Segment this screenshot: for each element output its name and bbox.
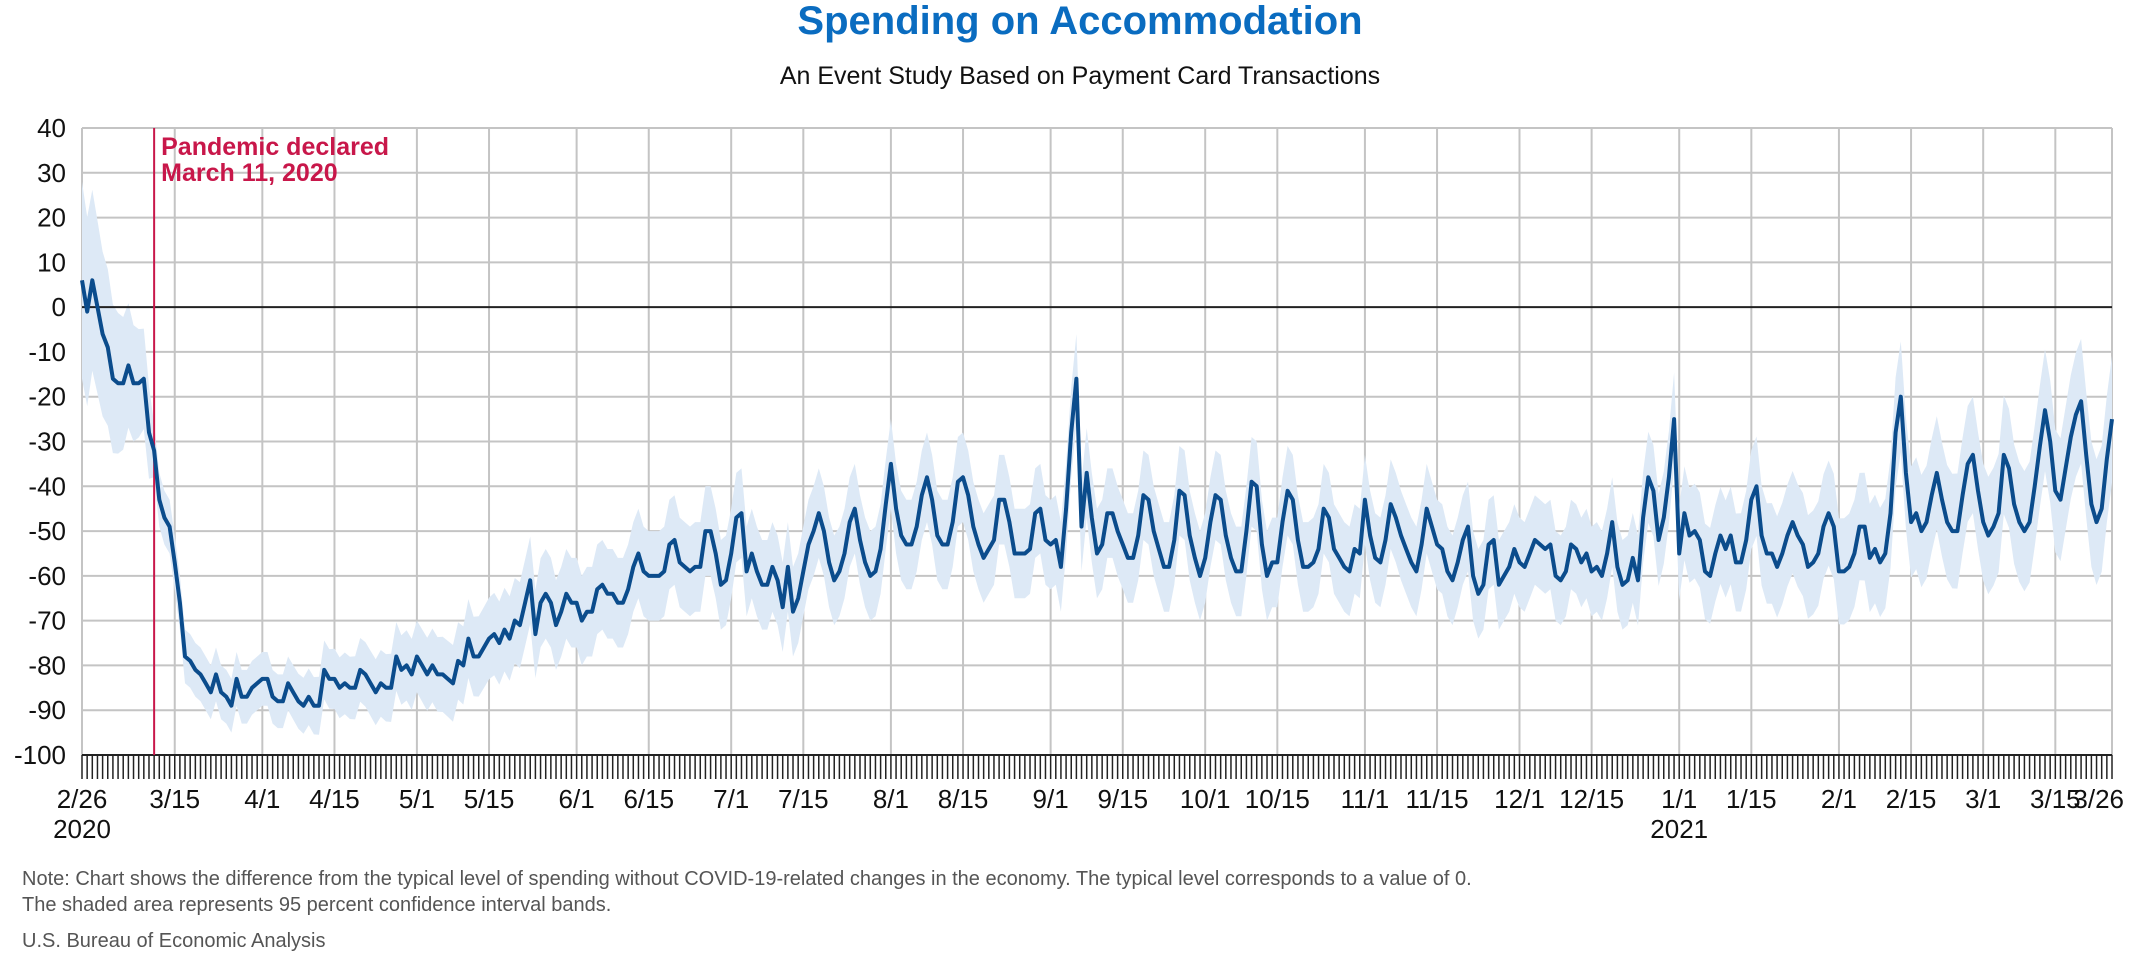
y-tick-label: -100 xyxy=(14,740,66,770)
y-tick-label: -70 xyxy=(28,606,66,636)
annotation-line-2: March 11, 2020 xyxy=(161,159,338,187)
x-tick-label: 3/15 xyxy=(149,784,200,814)
x-tick-label: 4/15 xyxy=(309,784,360,814)
y-tick-label: -60 xyxy=(28,561,66,591)
y-tick-label: 30 xyxy=(37,158,66,188)
x-tick-label: 12/1 xyxy=(1494,784,1545,814)
pandemic-annotation: Pandemic declared March 11, 2020 xyxy=(153,128,389,755)
x-tick-label: 2/15 xyxy=(1886,784,1937,814)
x-tick-label: 5/1 xyxy=(399,784,435,814)
x-tick-label: 10/1 xyxy=(1180,784,1231,814)
annotation-line-1: Pandemic declared xyxy=(161,133,389,161)
x-tick-label: 5/15 xyxy=(464,784,515,814)
y-tick-label: -50 xyxy=(28,516,66,546)
x-tick-label: 4/1 xyxy=(244,784,280,814)
x-tick-label: 9/1 xyxy=(1033,784,1069,814)
confidence-band xyxy=(82,181,2112,735)
axes xyxy=(81,306,2113,779)
x-tick-label: 2/26 xyxy=(57,784,108,814)
spending-series xyxy=(80,278,2114,708)
x-tick-label: 8/15 xyxy=(938,784,989,814)
y-tick-label: 10 xyxy=(37,247,66,277)
y-tick-label: -40 xyxy=(28,471,66,501)
note-line-1: Note: Chart shows the difference from th… xyxy=(22,868,1472,890)
confidence-band-area xyxy=(82,181,2112,735)
y-tick-label: -80 xyxy=(28,650,66,680)
x-tick-year-label: 2021 xyxy=(1650,814,1708,844)
x-tick-label: 11/15 xyxy=(1405,784,1468,814)
x-tick-label: 6/15 xyxy=(623,784,674,814)
x-tick-label: 11/1 xyxy=(1341,784,1390,814)
x-tick-label: 3/26 xyxy=(2073,784,2124,814)
y-tick-label: -30 xyxy=(28,427,66,457)
x-tick-label: 1/15 xyxy=(1726,784,1777,814)
x-tick-label: 8/1 xyxy=(873,784,909,814)
axis-labels: 40 30 20 10 0 -10 -20 -30 -40 -50 -60 -70 -80 -90 -100… xyxy=(14,113,2124,844)
chart-title: Spending on Accommodation xyxy=(797,0,1362,43)
y-tick-label: 40 xyxy=(37,113,66,143)
x-tick-label: 7/15 xyxy=(778,784,829,814)
x-tick-label: 9/15 xyxy=(1097,784,1148,814)
x-tick-label: 3/15 xyxy=(2030,784,2081,814)
note-line-2: The shaded area represents 95 percent co… xyxy=(22,894,612,916)
y-tick-label: 0 xyxy=(52,292,66,322)
x-tick-label: 7/1 xyxy=(713,784,749,814)
y-tick-label: -90 xyxy=(28,695,66,725)
chart-note: Note: Chart shows the difference from th… xyxy=(22,866,1472,918)
x-tick-label: 6/1 xyxy=(559,784,595,814)
y-tick-label: -20 xyxy=(28,382,66,412)
source-label: U.S. Bureau of Economic Analysis xyxy=(22,930,326,952)
spending-line xyxy=(80,278,2114,708)
chart-subtitle: An Event Study Based on Payment Card Tra… xyxy=(780,62,1380,90)
x-tick-label: 1/1 xyxy=(1661,784,1697,814)
y-tick-label: 20 xyxy=(37,203,66,233)
x-tick-year-label: 2020 xyxy=(53,814,111,844)
x-tick-label: 10/15 xyxy=(1245,784,1310,814)
y-tick-label: -10 xyxy=(28,337,66,367)
x-tick-label: 12/15 xyxy=(1559,784,1624,814)
x-tick-label: 3/1 xyxy=(1965,784,2001,814)
x-tick-label: 2/1 xyxy=(1821,784,1857,814)
